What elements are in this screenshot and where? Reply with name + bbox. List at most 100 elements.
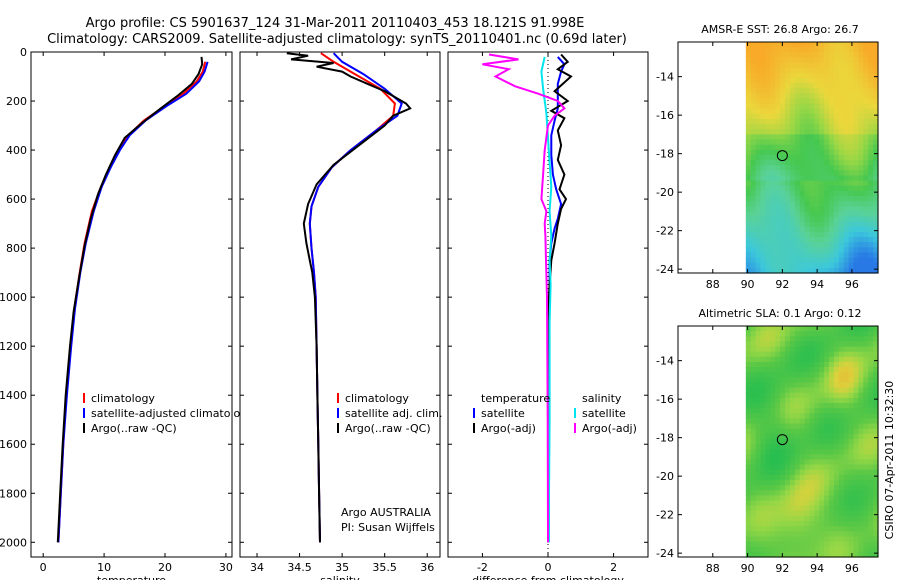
sst_map-cell xyxy=(745,57,752,64)
sla_map-cell xyxy=(799,423,806,430)
sla_map-cell xyxy=(799,469,806,476)
sla_map-cell xyxy=(853,485,860,491)
sla_map-cell xyxy=(784,474,791,481)
sst_map-cell xyxy=(770,257,776,264)
sla_map-cell xyxy=(843,397,850,404)
sst_map-cell xyxy=(819,201,825,207)
sla_map-cell xyxy=(760,515,767,522)
sla_map-cell xyxy=(784,541,791,548)
sla_map-cell xyxy=(863,346,869,353)
sla_map-cell xyxy=(843,361,850,368)
sla_map-cell xyxy=(775,326,781,332)
sst_map-cell xyxy=(794,103,801,110)
sst_map-cell xyxy=(848,221,855,228)
sla_map-cell xyxy=(829,377,835,384)
temperature-legend-label-1: satellite-adjusted climatology xyxy=(91,407,254,420)
sla_map-cell xyxy=(775,469,781,476)
sst_map-cell xyxy=(843,62,850,69)
sla_map-cell xyxy=(750,382,757,389)
sla_map-cell xyxy=(873,356,879,363)
sla_map-cell xyxy=(799,372,806,378)
sst_map-cell xyxy=(789,77,796,84)
sst_map-cell xyxy=(868,144,874,151)
sla_map-cell xyxy=(863,331,869,337)
sla_map-cell xyxy=(873,377,879,384)
sst_map-cell xyxy=(863,129,869,135)
sst_map-cell xyxy=(833,103,840,110)
sla_map-cell xyxy=(833,449,840,455)
sst_map-cell xyxy=(765,62,771,69)
sst_map-cell xyxy=(838,93,845,100)
sla_map-cell xyxy=(863,387,869,394)
sst_map-cell xyxy=(829,124,835,130)
sst_map-cell xyxy=(780,242,786,248)
sla_map-cell xyxy=(755,356,762,363)
sst_map-cell xyxy=(863,62,869,69)
sla_map-cell xyxy=(868,423,874,430)
sla_map-cell xyxy=(824,536,830,543)
sst_map-cell xyxy=(755,93,762,100)
sla_map-cell xyxy=(814,331,820,337)
sla_map-cell xyxy=(794,438,801,445)
sst_map-cell xyxy=(784,216,791,223)
sst_map-cell xyxy=(868,252,874,259)
sla_map-cell xyxy=(765,444,771,450)
sst_map-cell xyxy=(868,206,874,212)
sst_map-cell xyxy=(853,206,860,212)
sla_map-cell xyxy=(784,546,791,553)
sst_map-cell xyxy=(789,237,796,243)
sla_map-cell xyxy=(838,505,845,512)
sla_map-cell xyxy=(814,536,820,543)
sla_map-cell xyxy=(853,403,860,409)
sla_map-cell xyxy=(833,521,840,527)
sst_map-cell xyxy=(824,83,830,89)
sst_map-cell xyxy=(838,257,845,264)
sst_map-cell xyxy=(804,119,811,125)
sst_map-cell xyxy=(780,98,786,105)
sla_map-cell xyxy=(784,469,791,476)
sla_map-cell xyxy=(789,423,796,430)
sst_map-cell xyxy=(804,231,811,238)
sla_map-cell xyxy=(775,361,781,368)
sst_map-cell xyxy=(760,226,767,233)
sst_map-cell xyxy=(789,72,796,79)
sst_map-cell xyxy=(853,83,860,89)
sla_map-cell xyxy=(750,469,757,476)
sst_map-cell xyxy=(755,170,762,177)
sst_map-cell xyxy=(809,57,815,64)
sst_map-cell xyxy=(848,139,855,146)
sst_map-cell xyxy=(745,160,752,166)
sst_map-cell xyxy=(863,160,869,166)
sst_map-cell xyxy=(780,113,786,120)
sla_map-cell xyxy=(765,464,771,471)
sst_map-cell xyxy=(770,88,776,94)
sla_map-cell xyxy=(794,367,801,373)
sst_map-cell xyxy=(863,124,869,130)
sla_map-cell xyxy=(863,500,869,507)
sla_map-cell xyxy=(853,423,860,430)
sst_map-cell xyxy=(804,216,811,223)
sla_map-cell xyxy=(814,505,820,512)
sst_map-cell xyxy=(780,134,786,141)
sla_map-cell xyxy=(770,341,776,348)
sla_map-cell xyxy=(819,392,825,399)
sla_map-cell xyxy=(863,505,869,512)
sst_map-cell xyxy=(838,211,845,218)
sst_map-cell xyxy=(853,211,860,218)
sla_map-cell xyxy=(809,418,815,425)
sst_map-cell xyxy=(750,93,757,100)
sst_map-cell xyxy=(853,247,860,254)
sst_map-cell xyxy=(765,252,771,259)
sla_map-cell xyxy=(838,336,845,342)
temperature-xlabel: temperature xyxy=(97,574,166,580)
sla_map-cell xyxy=(833,464,840,471)
sla_map-cell xyxy=(804,331,811,337)
sla_map-cell xyxy=(829,326,835,332)
sla_map-cell xyxy=(809,387,815,394)
sst_map-cell xyxy=(760,72,767,79)
sla_map-cell xyxy=(770,500,776,507)
sst_map-cell xyxy=(755,98,762,105)
sst_map-cell xyxy=(824,190,830,197)
sla_map-cell xyxy=(799,526,806,532)
sst_map-cell xyxy=(789,57,796,64)
